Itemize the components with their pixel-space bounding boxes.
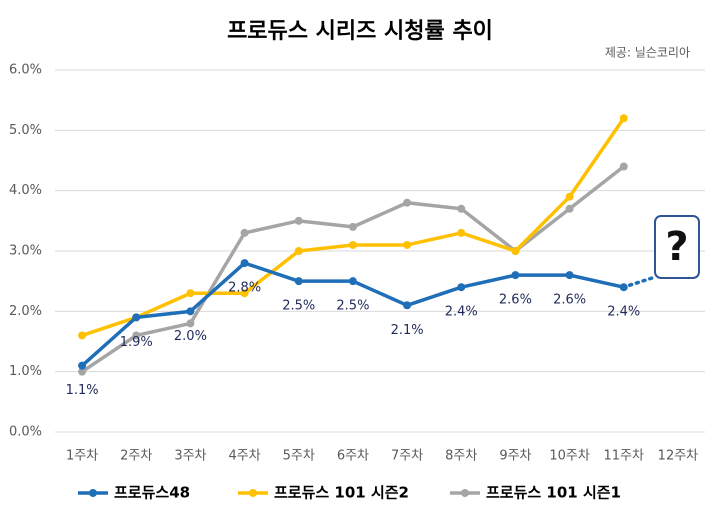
series-line bbox=[81, 165, 625, 374]
x-tick-label: 10주차 bbox=[549, 449, 590, 464]
x-tick-label: 6주차 bbox=[337, 449, 369, 464]
dotted-extension bbox=[628, 276, 654, 287]
point bbox=[186, 289, 195, 298]
point bbox=[240, 289, 249, 298]
legend-marker bbox=[249, 489, 257, 497]
x-tick-label: 11주차 bbox=[604, 449, 645, 464]
x-tick-label: 8주차 bbox=[445, 449, 477, 464]
point bbox=[240, 228, 249, 237]
point bbox=[294, 216, 303, 225]
point bbox=[457, 204, 466, 213]
value-label: 2.0% bbox=[174, 329, 207, 344]
point bbox=[619, 114, 628, 123]
point bbox=[403, 198, 412, 207]
x-tick-label: 7주차 bbox=[391, 449, 423, 464]
y-tick-label: 6.0% bbox=[9, 63, 42, 78]
value-label: 2.6% bbox=[553, 293, 586, 308]
x-tick-label: 1주차 bbox=[66, 449, 98, 464]
point bbox=[186, 319, 195, 328]
point bbox=[348, 277, 357, 286]
point bbox=[294, 277, 303, 286]
value-label: 1.1% bbox=[66, 383, 99, 398]
point bbox=[132, 313, 141, 322]
value-label: 1.9% bbox=[120, 335, 153, 350]
annotation: ? bbox=[665, 224, 688, 270]
point bbox=[511, 247, 520, 255]
point bbox=[348, 222, 357, 231]
x-tick-label: 3주차 bbox=[174, 449, 206, 464]
value-label: 2.5% bbox=[336, 299, 369, 314]
point bbox=[565, 204, 574, 213]
x-tick-label: 4주차 bbox=[228, 449, 260, 464]
point bbox=[565, 271, 574, 280]
point bbox=[78, 361, 87, 370]
y-tick-label: 5.0% bbox=[9, 123, 42, 138]
point bbox=[619, 162, 628, 171]
value-label: 2.5% bbox=[282, 299, 315, 314]
point bbox=[403, 240, 412, 249]
y-tick-label: 3.0% bbox=[9, 244, 42, 259]
legend-label: 프로듀스 101 시즌1 bbox=[486, 484, 621, 502]
question-box bbox=[654, 215, 700, 279]
point bbox=[78, 367, 87, 376]
value-label: 2.1% bbox=[391, 323, 424, 338]
point bbox=[457, 283, 466, 292]
y-tick-label: 0.0% bbox=[9, 425, 42, 440]
value-label: 2.8% bbox=[228, 281, 261, 296]
point bbox=[186, 307, 195, 316]
y-tick-label: 4.0% bbox=[9, 183, 42, 198]
point bbox=[294, 247, 303, 255]
source: 제공: 닐슨코리아 bbox=[605, 46, 690, 60]
value-label: 2.6% bbox=[499, 293, 532, 308]
point bbox=[457, 228, 466, 237]
x-tick-label: 2주차 bbox=[120, 449, 152, 464]
legend-label: 프로듀스48 bbox=[114, 484, 190, 502]
y-tick-label: 2.0% bbox=[9, 304, 42, 319]
point bbox=[348, 240, 357, 249]
point bbox=[511, 271, 520, 280]
legend-label: 프로듀스 101 시즌2 bbox=[274, 484, 409, 502]
x-tick-label: 12주차 bbox=[658, 449, 699, 464]
point bbox=[132, 331, 141, 340]
point bbox=[78, 331, 87, 340]
legend-marker bbox=[89, 489, 97, 497]
chart-title: 프로듀스 시리즈 시청률 추이 bbox=[227, 19, 493, 44]
point bbox=[565, 192, 574, 201]
point bbox=[240, 259, 249, 268]
point bbox=[403, 301, 412, 310]
value-label: 2.4% bbox=[607, 305, 640, 320]
x-tick-label: 5주차 bbox=[283, 449, 315, 464]
y-tick-label: 1.0% bbox=[9, 364, 42, 379]
x-tick-label: 9주차 bbox=[499, 449, 531, 464]
legend-marker bbox=[461, 489, 469, 497]
value-label: 2.4% bbox=[445, 305, 478, 320]
point bbox=[619, 283, 628, 292]
